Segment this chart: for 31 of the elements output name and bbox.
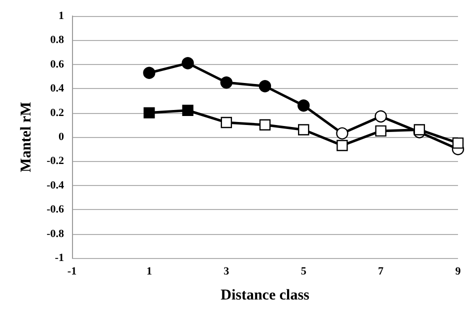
point <box>259 119 271 130</box>
point <box>375 125 386 137</box>
y-axis-title: Mantel rM <box>18 102 34 172</box>
x-tick-label: 1 <box>146 266 152 278</box>
point <box>220 76 232 89</box>
y-tick-label: 1 <box>58 10 64 22</box>
point <box>298 124 310 136</box>
y-tick-label: -0.4 <box>46 179 64 192</box>
x-tick-label: 9 <box>455 266 462 278</box>
y-tick-label: 0.4 <box>50 82 64 95</box>
point <box>452 137 464 149</box>
y-tick-label: 0.8 <box>50 34 64 46</box>
point <box>336 140 348 152</box>
x-tick-label: 5 <box>300 266 307 278</box>
x-tick-label: -1 <box>67 266 77 278</box>
y-tick-label: 0.6 <box>50 58 64 70</box>
point <box>298 99 310 112</box>
y-tick-label: 0 <box>58 131 64 143</box>
point <box>258 80 272 92</box>
x-axis-title: Distance class <box>220 288 310 304</box>
point <box>182 57 194 70</box>
x-tick-label: 3 <box>224 266 230 278</box>
point <box>220 116 232 128</box>
point <box>143 66 156 79</box>
y-tick-label: -1 <box>54 252 64 264</box>
point <box>414 124 425 136</box>
y-tick-label: -0.2 <box>46 155 64 168</box>
y-tick-label: 0.2 <box>50 106 64 119</box>
y-tick-label: -0.6 <box>46 204 64 216</box>
x-tick-label: 7 <box>378 266 384 278</box>
y-tick-label: -0.8 <box>46 228 64 240</box>
